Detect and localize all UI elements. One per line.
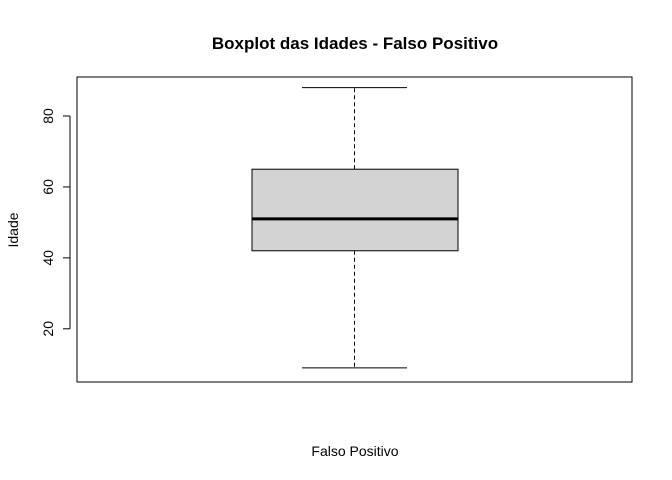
chart-title: Boxplot das Idades - Falso Positivo: [212, 34, 498, 53]
y-tick-label: 40: [40, 250, 56, 266]
plot-frame: [76, 76, 633, 383]
box-plot: [251, 87, 459, 369]
y-tick-label: 20: [40, 321, 56, 337]
y-axis-label: Idade: [5, 212, 21, 247]
interquartile-box: [251, 168, 459, 252]
x-axis-label: Falso Positivo: [311, 443, 398, 459]
y-axis: 20 40 60 80: [40, 108, 71, 337]
y-tick-label: 80: [40, 108, 56, 124]
y-tick-label: 60: [40, 179, 56, 195]
